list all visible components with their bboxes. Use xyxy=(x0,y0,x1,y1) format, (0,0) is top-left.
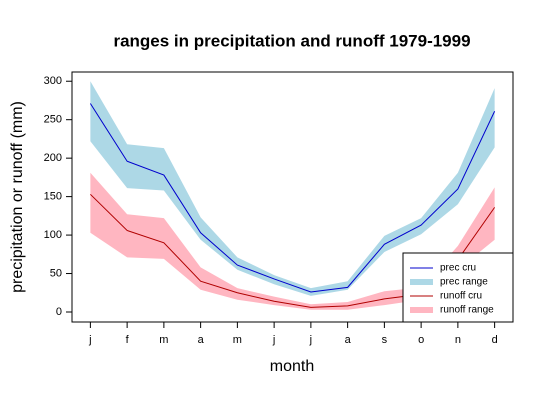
x-tick-label: j xyxy=(272,334,275,346)
range-band xyxy=(90,172,495,310)
x-tick-label: m xyxy=(233,334,242,346)
x-tick-label: n xyxy=(455,334,461,346)
legend-label: runoff range xyxy=(440,305,494,316)
x-tick-label: d xyxy=(492,334,498,346)
x-tick-label: o xyxy=(418,334,424,346)
x-axis-label: month xyxy=(270,358,314,375)
plot-frame xyxy=(71,71,514,323)
y-tick-label: 0 xyxy=(56,306,62,318)
chart-title: ranges in precipitation and runoff 1979-… xyxy=(113,31,470,50)
y-tick-label: 300 xyxy=(44,75,62,87)
y-tick-label: 200 xyxy=(44,152,62,164)
x-tick-label: s xyxy=(382,334,388,346)
legend-label: prec range xyxy=(440,277,488,288)
y-tick-label: 250 xyxy=(44,114,62,126)
legend-label: runoff cru xyxy=(440,291,482,302)
x-tick-label: a xyxy=(198,334,205,346)
y-axis-label: precipitation or runoff (mm) xyxy=(9,101,26,293)
series-line xyxy=(89,103,496,293)
x-tick-label: a xyxy=(345,334,352,346)
x-tick-label: f xyxy=(126,334,130,346)
legend-label: prec cru xyxy=(440,263,476,274)
x-tick-label: m xyxy=(159,334,168,346)
x-tick-label: j xyxy=(88,334,91,346)
y-tick-label: 50 xyxy=(50,267,62,279)
range-band xyxy=(90,81,495,296)
y-tick-label: 150 xyxy=(44,191,62,203)
x-tick-label: j xyxy=(309,334,312,346)
y-tick-label: 100 xyxy=(44,229,62,241)
